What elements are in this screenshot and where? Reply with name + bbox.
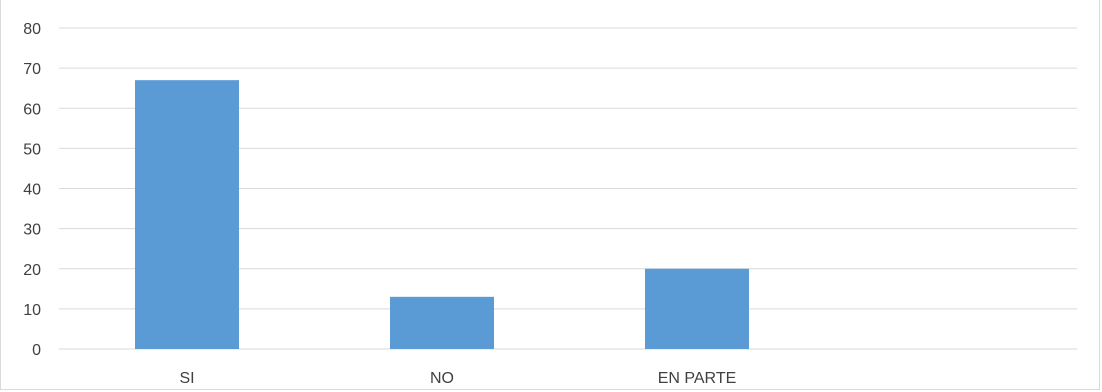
bar-si [135, 80, 239, 349]
bar-no [390, 296, 494, 349]
x-category-label-en-parte: EN PARTE [658, 370, 737, 387]
bar-en-parte [645, 268, 749, 349]
x-category-label-si: SI [179, 370, 194, 387]
x-category-label-no: NO [430, 370, 454, 387]
y-tick-label-30: 30 [23, 222, 41, 239]
y-tick-label-10: 10 [23, 302, 41, 319]
y-tick-label-0: 0 [32, 342, 41, 359]
y-tick-label-20: 20 [23, 262, 41, 279]
y-axis-tick-labels: 0 10 20 30 40 50 60 70 80 [23, 21, 41, 359]
y-tick-label-40: 40 [23, 182, 41, 199]
y-tick-label-70: 70 [23, 61, 41, 78]
x-axis-category-labels: SI NO EN PARTE [179, 370, 736, 387]
y-tick-label-60: 60 [23, 101, 41, 118]
y-tick-label-80: 80 [23, 21, 41, 38]
y-tick-label-50: 50 [23, 141, 41, 158]
bars [135, 80, 749, 349]
